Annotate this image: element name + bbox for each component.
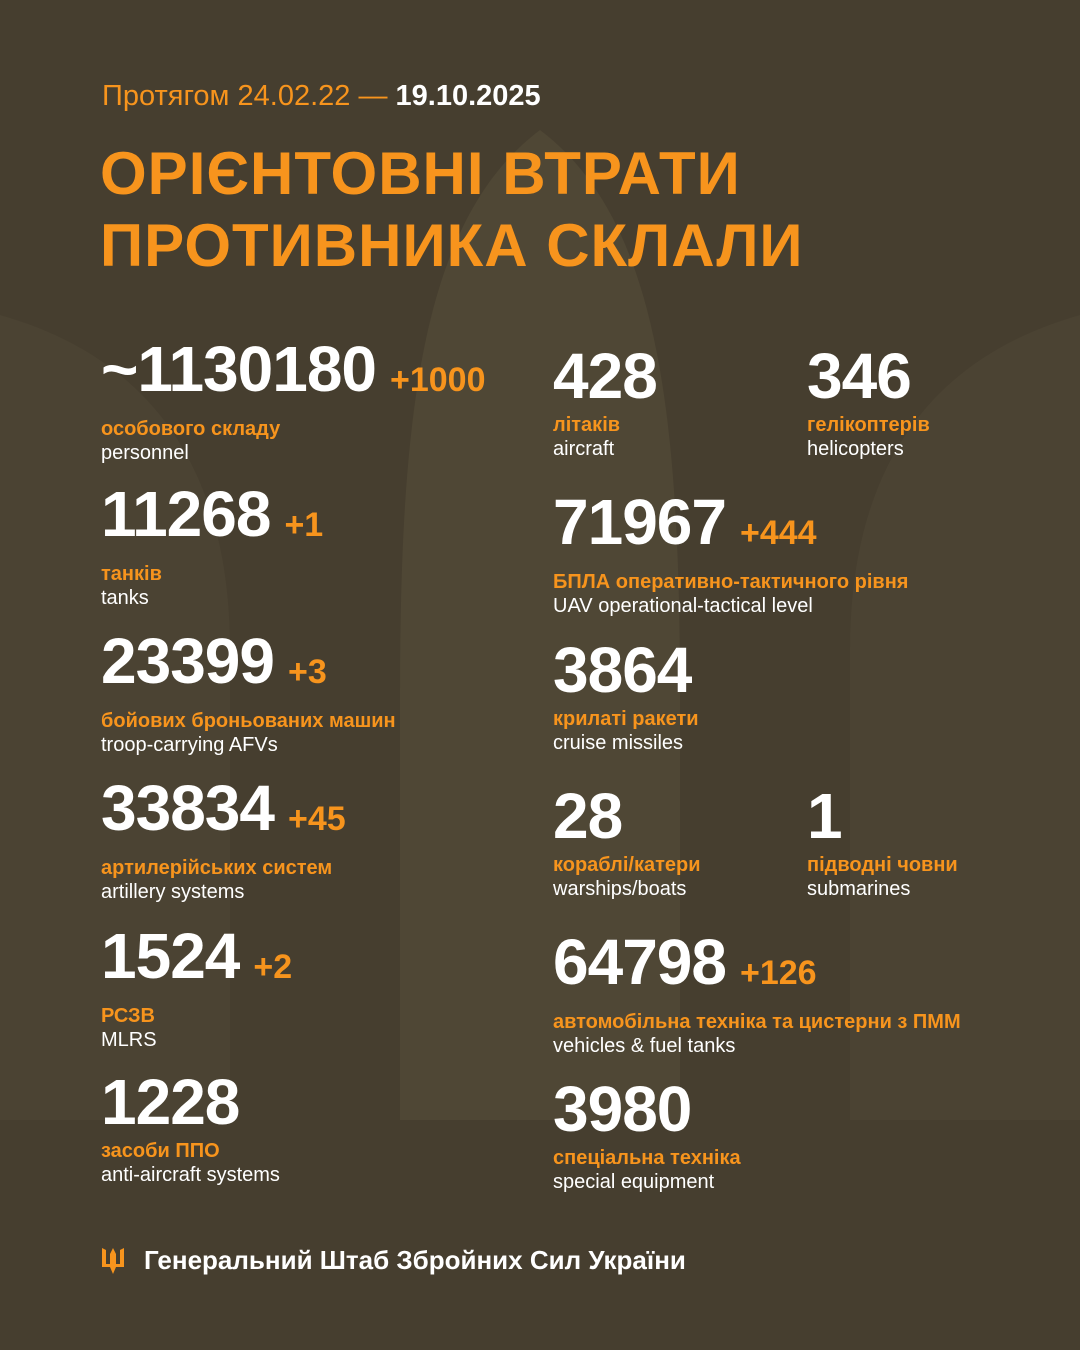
- stat-value: 11268: [101, 478, 271, 550]
- period-end: 19.10.2025: [395, 80, 541, 112]
- stat-label-en: vehicles & fuel tanks: [553, 1035, 736, 1057]
- stat-label-en: tanks: [101, 587, 149, 609]
- stat-label-en: troop-carrying AFVs: [101, 734, 278, 756]
- stat-cruise-missiles: 3864 крилаті ракети cruise missiles: [553, 638, 699, 756]
- stat-submarines: 1 підводні човни submarines: [807, 784, 958, 902]
- stat-artillery: 33834 +45 артилерійських систем artillery…: [101, 776, 346, 905]
- stat-value: 1524: [101, 920, 240, 992]
- period-start: Протягом 24.02.22 —: [102, 80, 388, 112]
- stat-label-en: MLRS: [101, 1029, 157, 1051]
- stat-value: 1: [807, 780, 843, 852]
- stat-label-ua: засоби ППО: [101, 1140, 220, 1162]
- stat-value: 33834: [101, 772, 275, 844]
- stat-delta: +1000: [390, 361, 486, 399]
- stat-mlrs: 1524 +2 РСЗВ MLRS: [101, 924, 293, 1053]
- stat-vehicles: 64798 +126 автомобільна техніка та цистер…: [553, 930, 961, 1059]
- stat-label-en: special equipment: [553, 1171, 715, 1193]
- stat-value: 3980: [553, 1073, 692, 1145]
- stat-air-defense: 1228 засоби ППО anti-aircraft systems: [101, 1070, 280, 1188]
- stat-label-en: artillery systems: [101, 881, 245, 903]
- stat-label-ua: артилерійських систем: [101, 857, 333, 879]
- stat-helicopters: 346 гелікоптерів helicopters: [807, 344, 930, 462]
- stat-value: 1228: [101, 1066, 240, 1138]
- stat-label-ua: автомобільна техніка та цистерни з ПММ: [553, 1011, 961, 1033]
- trident-icon: [102, 1247, 124, 1274]
- stat-label-ua: спеціальна техніка: [553, 1147, 741, 1169]
- stat-delta: +1: [284, 506, 324, 544]
- stat-label-ua: РСЗВ: [101, 1005, 155, 1027]
- stat-label-ua: кораблі/катери: [553, 854, 701, 876]
- stat-aircraft: 428 літаків aircraft: [553, 344, 658, 462]
- title-line-2: ПРОТИВНИКА СКЛАЛИ: [100, 212, 804, 279]
- stat-label-en: warships/boats: [553, 878, 687, 900]
- stat-label-ua: особового складу: [101, 418, 281, 440]
- stat-label-en: anti-aircraft systems: [101, 1164, 280, 1186]
- stat-label-ua: підводні човни: [807, 854, 958, 876]
- stat-label-ua: крилаті ракети: [553, 708, 699, 730]
- stat-warships: 28 кораблі/катери warships/boats: [553, 784, 701, 902]
- stat-label-ua: гелікоптерів: [807, 414, 930, 436]
- title-line-1: ОРІЄНТОВНІ ВТРАТИ: [100, 140, 741, 207]
- stat-tanks: 11268 +1 танків tanks: [101, 482, 324, 611]
- stat-uav: 71967 +444 БПЛА оперативно-тактичного рів…: [553, 490, 909, 619]
- footer: Генеральний Штаб Збройних Сил України: [100, 1245, 686, 1276]
- stat-value: 64798: [553, 926, 727, 998]
- stat-delta: +45: [287, 800, 346, 838]
- stat-label-en: aircraft: [553, 438, 615, 460]
- stat-delta: +126: [739, 954, 817, 992]
- stat-personnel: ~1130180 +1000 особового складу personnel: [101, 337, 486, 466]
- stat-value: 71967: [553, 486, 727, 558]
- stat-label-en: UAV operational-tactical level: [553, 595, 813, 617]
- stat-value: 23399: [101, 625, 275, 697]
- stat-label-ua: танків: [101, 563, 162, 585]
- stat-label-en: personnel: [101, 442, 189, 464]
- stat-value: ~1130180: [101, 333, 377, 405]
- period: Протягом 24.02.22 — 19.10.2025: [102, 80, 541, 113]
- stat-label-ua: БПЛА оперативно-тактичного рівня: [553, 571, 909, 593]
- stat-delta: +444: [739, 514, 817, 552]
- stat-afv: 23399 +3 бойових броньованих машин troop-…: [101, 629, 396, 758]
- stat-value: 428: [553, 340, 658, 412]
- stat-special: 3980 спеціальна техніка special equipmen…: [553, 1077, 741, 1195]
- stat-value: 3864: [553, 634, 692, 706]
- stat-label-ua: бойових броньованих машин: [101, 710, 396, 732]
- stat-label-en: submarines: [807, 878, 911, 900]
- stat-label-ua: літаків: [553, 414, 621, 436]
- stat-value: 346: [807, 340, 912, 412]
- footer-text: Генеральний Штаб Збройних Сил України: [144, 1245, 686, 1275]
- stat-label-en: helicopters: [807, 438, 904, 460]
- page-title: ОРІЄНТОВНІ ВТРАТИ ПРОТИВНИКА СКЛАЛИ: [100, 138, 804, 282]
- stat-delta: +3: [287, 653, 327, 691]
- stat-value: 28: [553, 780, 623, 852]
- stat-delta: +2: [253, 948, 293, 986]
- stat-label-en: cruise missiles: [553, 732, 684, 754]
